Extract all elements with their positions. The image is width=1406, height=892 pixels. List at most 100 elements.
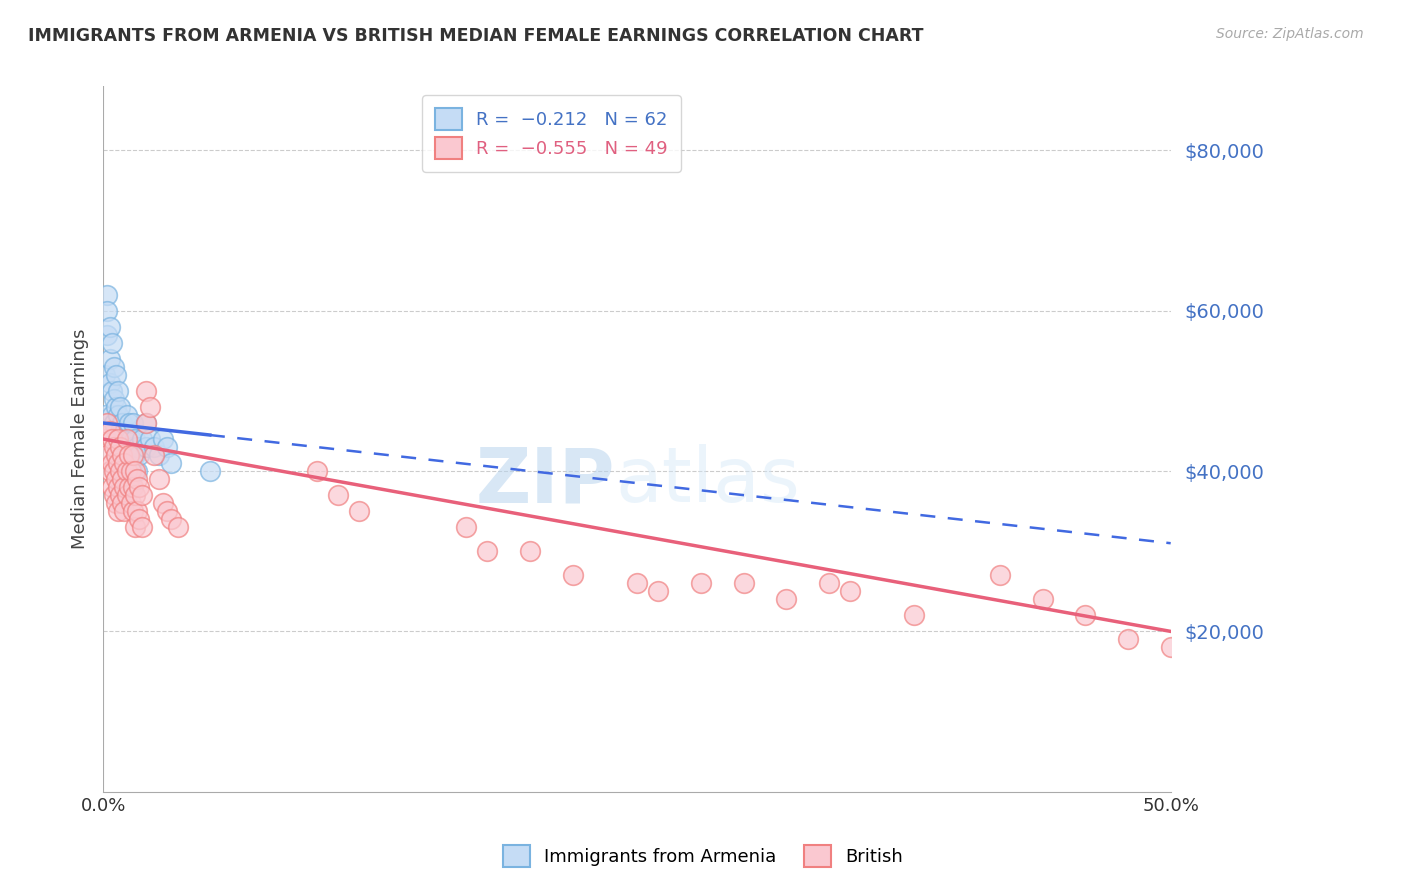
- Point: [166, 520, 188, 534]
- Point: [127, 440, 149, 454]
- Point: [349, 504, 371, 518]
- Point: [160, 456, 183, 470]
- Point: [104, 400, 127, 414]
- Point: [118, 480, 141, 494]
- Point: [135, 416, 157, 430]
- Point: [156, 504, 179, 518]
- Point: [1032, 592, 1054, 607]
- Point: [139, 400, 162, 414]
- Point: [104, 448, 127, 462]
- Point: [124, 464, 146, 478]
- Point: [107, 384, 129, 398]
- Point: [100, 480, 122, 494]
- Point: [108, 424, 131, 438]
- Point: [198, 464, 221, 478]
- Point: [115, 432, 138, 446]
- Point: [122, 504, 145, 518]
- Point: [100, 384, 122, 398]
- Point: [122, 416, 145, 430]
- Point: [305, 464, 328, 478]
- Point: [519, 544, 541, 558]
- Point: [124, 448, 146, 462]
- Text: Source: ZipAtlas.com: Source: ZipAtlas.com: [1216, 27, 1364, 41]
- Point: [818, 576, 841, 591]
- Point: [120, 464, 142, 478]
- Point: [94, 432, 117, 446]
- Point: [103, 416, 125, 430]
- Point: [122, 464, 145, 478]
- Point: [115, 432, 138, 446]
- Point: [775, 592, 797, 607]
- Point: [115, 488, 138, 502]
- Point: [98, 319, 121, 334]
- Point: [100, 432, 122, 446]
- Point: [103, 440, 125, 454]
- Point: [115, 464, 138, 478]
- Point: [477, 544, 499, 558]
- Point: [107, 480, 129, 494]
- Point: [127, 472, 149, 486]
- Point: [98, 424, 121, 438]
- Point: [108, 400, 131, 414]
- Point: [111, 448, 134, 462]
- Point: [108, 440, 131, 454]
- Point: [127, 504, 149, 518]
- Point: [1116, 632, 1139, 647]
- Point: [561, 568, 583, 582]
- Point: [120, 480, 142, 494]
- Point: [120, 456, 142, 470]
- Point: [160, 512, 183, 526]
- Point: [135, 440, 157, 454]
- Point: [103, 464, 125, 478]
- Point: [104, 432, 127, 446]
- Point: [104, 472, 127, 486]
- Point: [839, 584, 862, 599]
- Point: [115, 408, 138, 422]
- Point: [114, 480, 136, 494]
- Y-axis label: Median Female Earnings: Median Female Earnings: [72, 329, 89, 549]
- Point: [148, 448, 170, 462]
- Point: [111, 432, 134, 446]
- Point: [988, 568, 1011, 582]
- Point: [114, 456, 136, 470]
- Point: [124, 488, 146, 502]
- Point: [690, 576, 713, 591]
- Point: [98, 351, 121, 366]
- Point: [108, 488, 131, 502]
- Point: [135, 384, 157, 398]
- Point: [647, 584, 669, 599]
- Point: [100, 456, 122, 470]
- Point: [115, 448, 138, 462]
- Point: [107, 504, 129, 518]
- Point: [128, 512, 150, 526]
- Point: [152, 496, 174, 510]
- Point: [103, 392, 125, 406]
- Point: [108, 464, 131, 478]
- Point: [103, 359, 125, 374]
- Point: [1160, 640, 1182, 655]
- Point: [104, 368, 127, 382]
- Point: [98, 464, 121, 478]
- Point: [128, 448, 150, 462]
- Point: [131, 488, 153, 502]
- Point: [114, 424, 136, 438]
- Point: [108, 440, 131, 454]
- Point: [124, 432, 146, 446]
- Point: [96, 303, 118, 318]
- Point: [111, 472, 134, 486]
- Point: [122, 440, 145, 454]
- Point: [107, 432, 129, 446]
- Point: [108, 464, 131, 478]
- Point: [733, 576, 755, 591]
- Point: [107, 432, 129, 446]
- Text: atlas: atlas: [616, 444, 800, 518]
- Point: [96, 416, 118, 430]
- Point: [131, 520, 153, 534]
- Point: [104, 448, 127, 462]
- Point: [139, 432, 162, 446]
- Text: ZIP: ZIP: [477, 444, 616, 518]
- Point: [127, 464, 149, 478]
- Point: [107, 408, 129, 422]
- Point: [96, 327, 118, 342]
- Point: [148, 472, 170, 486]
